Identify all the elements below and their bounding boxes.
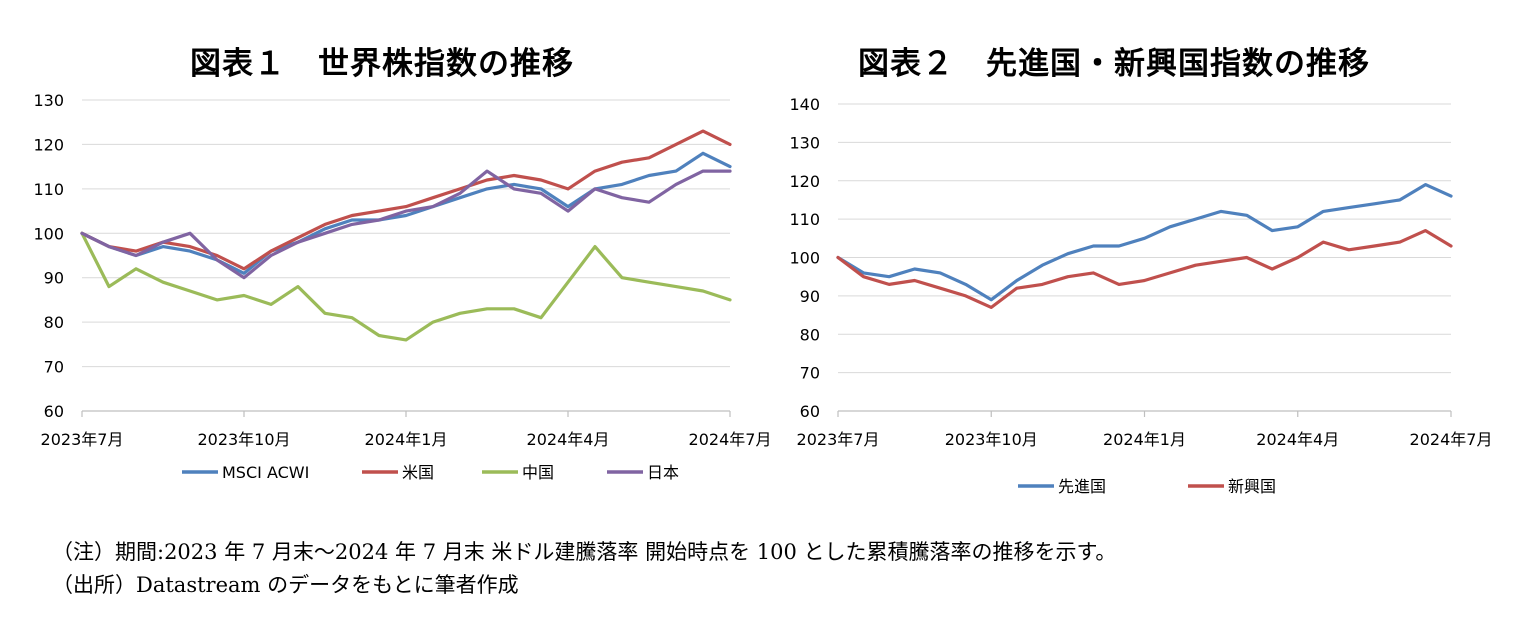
series-line-1 — [836, 183, 1453, 302]
y-tick-label: 140 — [789, 95, 820, 114]
y-tick-label: 90 — [800, 287, 820, 306]
legend-label: MSCI ACWI — [222, 463, 309, 482]
y-tick-label: 90 — [44, 269, 64, 288]
series-line-3 — [80, 231, 732, 342]
y-tick-label: 110 — [33, 180, 64, 199]
y-tick-label: 110 — [789, 210, 820, 229]
series-line-2 — [80, 129, 732, 271]
x-tick-label: 2024年1月 — [1103, 430, 1186, 449]
y-tick-label: 60 — [800, 402, 820, 421]
y-tick-label: 130 — [789, 133, 820, 152]
legend-label: 新興国 — [1228, 477, 1276, 496]
y-tick-label: 70 — [800, 364, 820, 383]
chart-2-title: 図表２ 先進国・新興国指数の推移 — [858, 46, 1370, 82]
y-tick-label: 130 — [33, 91, 64, 110]
developed-emerging-index-chart: 60 70 80 90 100 110 120 130 140 2023年7月 2023年10月 20… — [789, 95, 1493, 496]
x-tick-label: 2024年4月 — [1256, 430, 1339, 449]
y-tick-label: 120 — [789, 172, 820, 191]
y-tick-label: 80 — [800, 325, 820, 344]
y-tick-label: 100 — [33, 224, 64, 243]
legend-label: 中国 — [522, 463, 554, 482]
world-stock-index-chart: 60 70 80 90 100 110 120 130 2023年7月 2023年10月 2024年… — [33, 91, 770, 482]
chart-1-title: 図表１ 世界株指数の推移 — [190, 46, 574, 82]
series-line-1 — [80, 151, 732, 275]
footnote-period: （注）期間:2023 年 7 月末～2024 年 7 月末 米ドル建騰落率 開始… — [52, 540, 1117, 564]
legend-label: 先進国 — [1058, 477, 1106, 496]
x-tick-label: 2023年7月 — [41, 430, 124, 449]
x-tick-label: 2024年4月 — [527, 430, 610, 449]
x-tick-label: 2023年7月 — [797, 430, 880, 449]
x-tick-label: 2024年7月 — [1410, 430, 1493, 449]
y-tick-label: 60 — [44, 402, 64, 421]
y-tick-label: 120 — [33, 135, 64, 154]
footnote-source: （出所）Datastream のデータをもとに筆者作成 — [52, 573, 519, 597]
y-tick-label: 80 — [44, 313, 64, 332]
y-tick-label: 70 — [44, 358, 64, 377]
x-tick-label: 2024年1月 — [365, 430, 448, 449]
x-tick-label: 2023年10月 — [197, 430, 290, 449]
series-line-2 — [836, 229, 1453, 309]
y-tick-label: 100 — [789, 249, 820, 268]
series-line-4 — [80, 169, 732, 280]
legend-label: 米国 — [402, 463, 434, 482]
x-tick-label: 2023年10月 — [945, 430, 1038, 449]
x-tick-label: 2024年7月 — [689, 430, 770, 449]
legend-label: 日本 — [647, 463, 679, 482]
